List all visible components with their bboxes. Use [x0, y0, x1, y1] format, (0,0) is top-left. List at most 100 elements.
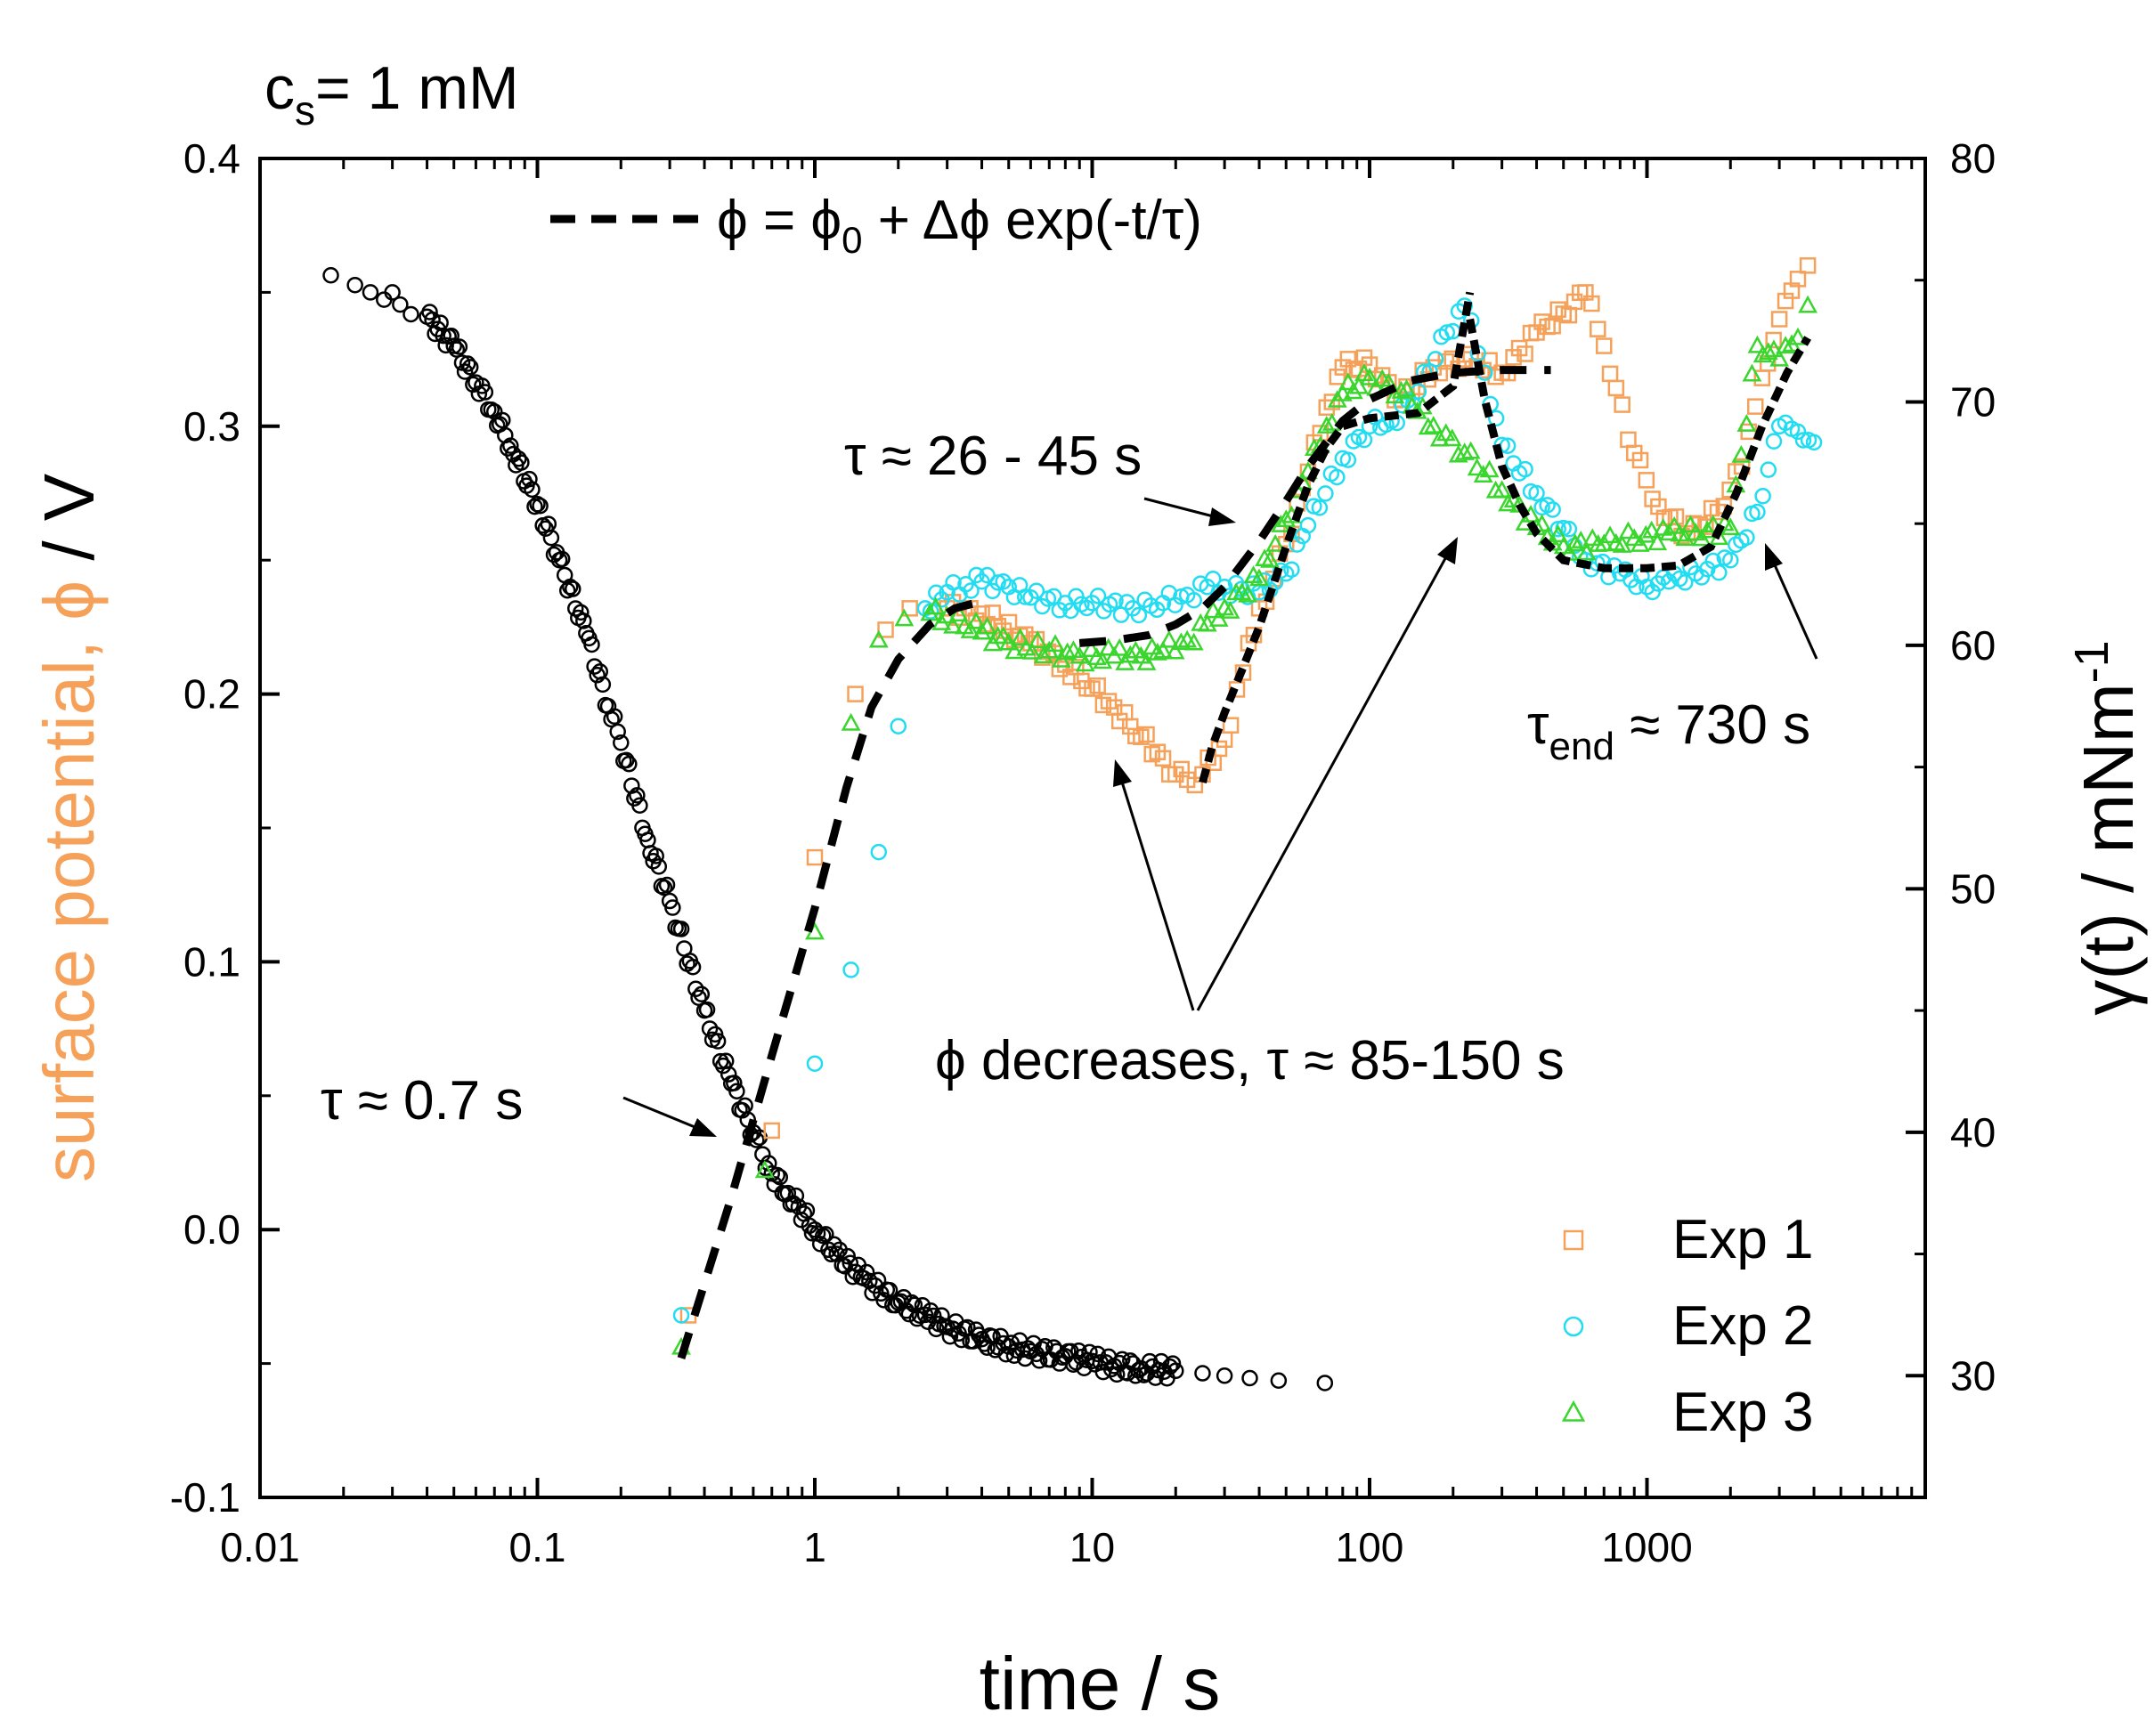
exp-3-point-105	[1492, 480, 1512, 499]
-t--point-277	[1167, 1362, 1184, 1380]
exp-1-point-39	[1122, 718, 1139, 735]
annotation-arrowhead-tau-end	[1765, 543, 1783, 571]
y-right-tick-label-0: 30	[1950, 1352, 1996, 1399]
exp-2-point-77	[1329, 468, 1346, 486]
exp-3-point-115	[1548, 524, 1568, 543]
x-tick-label-2: 1	[803, 1524, 826, 1570]
legend-marker-3	[1561, 1399, 1586, 1422]
exp-3-point-34	[1081, 639, 1102, 657]
annotation-arrowhead-tau-26-45	[1208, 507, 1236, 526]
exp-1-point-149	[1770, 311, 1788, 328]
exp-2-point-56	[1210, 584, 1227, 601]
y-left-tick-label-5: 0.4	[183, 135, 240, 182]
exp-3-point-47	[1153, 640, 1173, 659]
-t--point-13	[435, 327, 451, 345]
exp-3-point-1	[754, 1160, 775, 1179]
exp-1-point-123	[1614, 396, 1630, 413]
fit-curves	[677, 291, 1811, 1359]
-t--point-76	[609, 723, 626, 741]
exp-3-point-31	[1063, 640, 1084, 658]
exp-3-point-94	[1423, 416, 1443, 434]
exp-2-point-152	[1749, 503, 1766, 521]
annotation-arrow-phi-decreases-2	[1196, 551, 1451, 1011]
exp-1-point-132	[1667, 508, 1685, 525]
exp-2-point-0	[672, 1307, 690, 1324]
y-left-tick-label-2: 0.1	[183, 938, 240, 985]
exp-3-point-154	[1769, 348, 1790, 367]
-t--point-28	[476, 384, 494, 401]
-t--point-37	[502, 437, 519, 454]
exp-3-point-39	[1110, 637, 1130, 656]
exp-3-point-55	[1203, 600, 1224, 619]
exp-2-point-62	[1245, 575, 1262, 592]
-t--point-68	[586, 658, 603, 675]
exp-3-point-49	[1165, 641, 1185, 660]
exp-3-point-116	[1553, 536, 1574, 555]
exp-3-point-10	[943, 615, 964, 634]
-t--point-278	[1194, 1365, 1211, 1382]
exp-2-point-82	[1355, 431, 1373, 449]
exp-2-point-19	[995, 573, 1012, 590]
exp-1-point-126	[1631, 451, 1649, 469]
-t--point-96	[664, 899, 681, 916]
exp-1-point-75	[1334, 359, 1352, 376]
exp-1-point-111	[1544, 317, 1561, 335]
y-right-tick-label-4: 70	[1950, 378, 1996, 425]
experiment-series	[671, 257, 1823, 1355]
exp-3-point-64	[1255, 548, 1274, 567]
exp-1-point-127	[1638, 472, 1655, 489]
exp-3-point-22	[1010, 628, 1030, 646]
-t--point-91	[650, 858, 668, 875]
exp-2-point-155	[1765, 433, 1783, 450]
y-right-tick-label-5: 80	[1950, 135, 1996, 182]
exp-1-point-12	[973, 605, 990, 622]
exp-3-point-4	[868, 629, 889, 648]
-t--point-4	[384, 284, 401, 301]
exp-3-point-130	[1636, 524, 1656, 543]
y-right-tick-label-1: 40	[1950, 1109, 1996, 1156]
exp-1-point-32	[1084, 680, 1101, 697]
-t--point-166	[858, 1263, 875, 1281]
exp-3-point-65	[1260, 549, 1281, 568]
exp-3-point-150	[1747, 335, 1768, 353]
exp-2-point-143	[1699, 560, 1716, 578]
exp-3-point-97	[1442, 428, 1462, 447]
-t--point-186	[914, 1297, 931, 1314]
x-axis-title: time / s	[980, 1642, 1221, 1725]
exp-1-point-129	[1650, 498, 1667, 515]
exp-2-point-147	[1722, 551, 1739, 569]
legend-label-3: Exp 3	[1672, 1382, 1814, 1443]
annotation-tau-26-45: τ ≈ 26 - 45 s	[844, 426, 1142, 487]
exp-3-point-157	[1788, 327, 1808, 345]
exp-2-point-43	[1130, 606, 1148, 624]
-t--point-45	[524, 481, 541, 499]
-t--point-63	[573, 604, 590, 621]
exp-1-point-1	[763, 1122, 780, 1140]
exp-1-point-73	[1323, 393, 1341, 410]
exp-3-point-153	[1764, 339, 1784, 358]
fit-curve-1	[677, 598, 977, 1359]
-t--point-280	[1241, 1369, 1258, 1387]
exp-3-point-46	[1147, 642, 1167, 661]
exp-1-point-104	[1505, 349, 1522, 366]
-t--point-5	[392, 296, 409, 313]
exp-3-point-148	[1736, 414, 1757, 432]
exp-3-point-79	[1338, 372, 1358, 391]
exp-3-point-76	[1321, 412, 1342, 431]
exp-1-point-152	[1789, 271, 1807, 288]
exp-3-point-99	[1454, 442, 1475, 460]
exp-1-point-77	[1345, 361, 1362, 378]
x-tick-label-5: 1000	[1601, 1524, 1692, 1570]
exp-3-point-158	[1798, 295, 1818, 313]
y-left-tick-label-3: 0.2	[183, 671, 240, 718]
-t--point-0	[322, 267, 339, 284]
exp-1-point-112	[1549, 301, 1566, 318]
exp-2-point-139	[1677, 574, 1694, 591]
y-left-axis-title: surface potential, ϕ / V	[29, 473, 109, 1182]
-t--point-19	[451, 338, 468, 355]
-t--point-133	[768, 1166, 786, 1184]
exp-3-point-66	[1265, 533, 1286, 552]
exp-3-point-131	[1641, 520, 1662, 539]
exp-3-point-11	[948, 604, 969, 622]
fit-legend-text: ϕ = ϕ0 + Δϕ exp(-t/τ)	[717, 190, 1202, 261]
